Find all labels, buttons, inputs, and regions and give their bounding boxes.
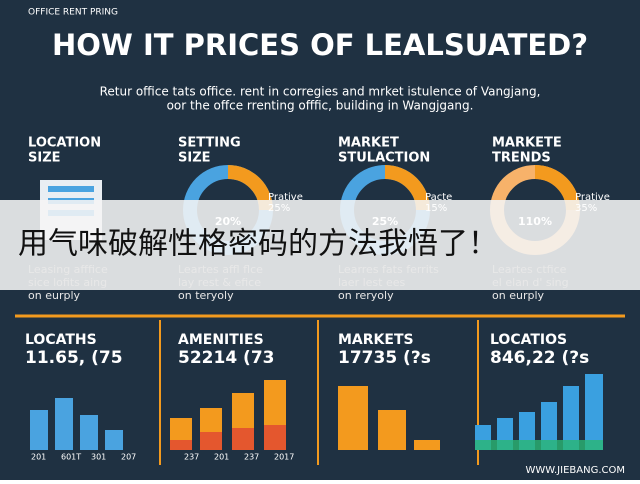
column-heading: MARKET [338,136,399,151]
banner-text: 用气味破解性格密码的方法我悟了！ [18,227,498,262]
axis-label: 201 [214,453,229,462]
mini-charts [30,374,603,450]
donut-center-label: 110% [518,215,552,228]
donut-side-label: 35% [575,203,597,214]
column-description: Leasing afffice [28,263,108,276]
column-description: on eurply [492,289,544,302]
footer: WWW.JIEBANG.COM [525,465,625,476]
column-description: Learres fats ferrits [338,263,439,276]
column-description: on teryoly [178,289,234,302]
donut-center-label: 20% [215,215,241,228]
donut-side-label: 15% [425,203,447,214]
axis-label: 237 [244,453,259,462]
column-heading: SETTING [178,136,241,151]
column-description: Leartes affl flce [178,263,263,276]
column-description: el elan d' sing [492,276,569,289]
panel-heading: LOCATHS [25,332,97,348]
title: HOW IT PRICES OF LEALSUATED? [52,28,588,62]
axis-label: 207 [121,453,136,462]
axis-label: 601T [61,453,81,462]
column-description: sice lofits aing [28,276,107,289]
column-heading: SIZE [178,151,211,166]
panel-heading: MARKETS [338,332,414,348]
panel-figure: 846,22 (?s [490,348,589,368]
column-heading: STULACTION [338,151,430,166]
panel-figure: 11.65, (75 [25,348,123,368]
axis-label: 2017 [274,453,294,462]
column-description: Leartes ctfice [492,263,567,276]
axis-label: 301 [91,453,106,462]
column-description: laer lest ees [338,276,405,289]
intro-line: Retur office tats office. rent in correg… [100,85,541,99]
column-heading: TRENDS [492,151,551,166]
panel-figure: 17735 (?s [338,348,431,368]
donut-side-label: 25% [268,203,290,214]
donut-side-label: Prative [268,192,303,203]
axis-label: 237 [184,453,199,462]
banner [0,200,640,290]
column-heading: LOCATION [28,136,101,151]
panel-figure: 52214 (73 [178,348,275,368]
column-description: on eurply [28,289,80,302]
donut-side-label: Pacte [425,192,452,203]
intro-line: oor the offce rrenting offfic, building … [167,99,474,113]
panel-heading: AMENITIES [178,332,264,348]
column-heading: SIZE [28,151,61,166]
kicker: OFFICE RENT PRING [28,8,118,18]
column-description: lay rest & efice [178,276,261,289]
column-description: on reryoly [338,289,394,302]
panel-heading: LOCATIOS [490,332,567,348]
column-heading: MARKETE [492,136,562,151]
axis-label: 201 [31,453,46,462]
donut-center-label: 25% [372,215,398,228]
donut-side-label: Prative [575,192,610,203]
